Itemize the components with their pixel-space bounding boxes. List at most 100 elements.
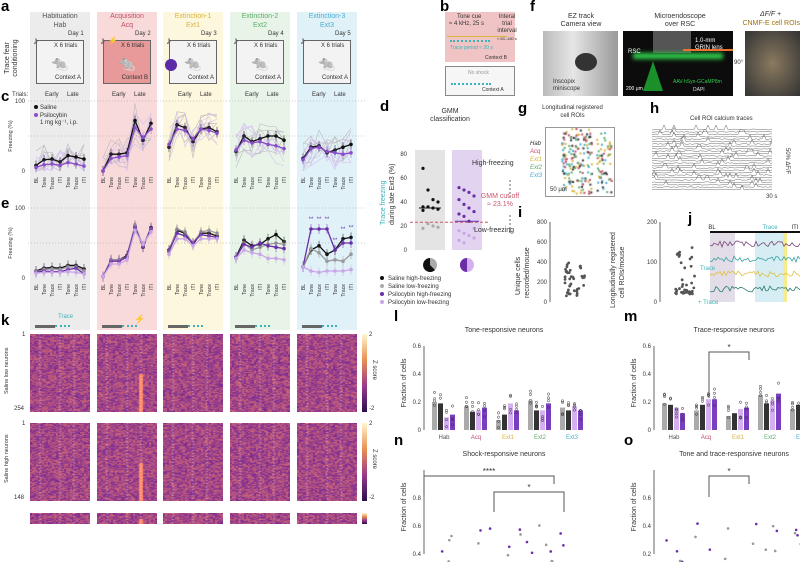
data-point	[266, 244, 270, 248]
comparison-bracket	[493, 491, 565, 512]
data-point	[563, 275, 567, 279]
bar-point	[573, 402, 576, 406]
saline-point	[436, 225, 440, 229]
tone-bar	[168, 325, 188, 328]
x-tick-label: Trace	[250, 284, 256, 297]
panel-label-h: h	[650, 100, 660, 117]
bar-point	[541, 405, 544, 408]
bar	[514, 410, 519, 430]
bar-point	[451, 418, 454, 422]
data-point	[564, 267, 567, 271]
x-tick-label: Tone	[109, 284, 115, 295]
note-icon: ♪	[166, 35, 172, 47]
context-label: Context B	[121, 75, 148, 81]
data-point	[566, 288, 570, 292]
x-tick-label: ITI	[58, 284, 64, 290]
bar	[706, 399, 711, 430]
bar-point	[471, 400, 474, 404]
late-label: Late	[134, 92, 146, 98]
data-point	[530, 551, 534, 555]
bar-point	[483, 409, 486, 413]
bar-point	[509, 393, 512, 397]
data-point	[341, 269, 345, 273]
h-yscale: 50% ΔF/F	[784, 148, 790, 175]
example-traces: BL Trace ITI Trace + Trace	[698, 225, 800, 306]
bar-point	[541, 417, 544, 421]
data-point	[793, 531, 797, 535]
bar-point	[733, 419, 736, 423]
ytick: 0.6	[643, 344, 652, 350]
data-point	[751, 542, 755, 546]
session-name: Extinction-2	[241, 13, 279, 20]
bar-point	[439, 405, 442, 409]
bar-point	[503, 404, 506, 408]
data-point	[450, 534, 453, 538]
data-point	[117, 155, 121, 159]
calcium-trace	[651, 129, 773, 135]
calcium-trace	[651, 184, 773, 191]
bar-point	[541, 419, 544, 423]
roi-image	[745, 31, 800, 96]
trials-label: X 6 trials	[254, 43, 278, 49]
group-label: Ext2	[764, 435, 777, 441]
session-name: Habituation	[42, 13, 78, 20]
psilo-band	[452, 150, 482, 250]
panel-label-b: b	[440, 0, 450, 15]
data-point	[680, 278, 684, 282]
bar-point	[771, 402, 774, 406]
data-point	[258, 252, 262, 256]
i-ylabel-1: Unique cells	[515, 256, 522, 295]
x-tick-label: BL	[234, 284, 240, 290]
data-point	[82, 157, 86, 161]
data-point	[559, 532, 562, 535]
bar-point	[701, 395, 704, 399]
data-point	[266, 237, 270, 241]
data-point	[549, 550, 552, 553]
bar-point	[573, 405, 576, 409]
shock-icon: ⚡	[134, 314, 146, 324]
h-xscale: 30 s	[766, 194, 778, 200]
m-bar-chart: Fraction of cells 0 0.2 0.4 0.6 Hab Acq Ext1 Ext…	[631, 343, 800, 441]
data-point	[571, 275, 575, 279]
data-point	[309, 227, 313, 231]
x-tick-label: ITI	[258, 177, 264, 183]
bar-point	[529, 389, 532, 393]
panel-label-a: a	[1, 0, 10, 15]
bar-point	[471, 410, 474, 414]
data-point	[34, 271, 38, 275]
x-tick-label: ITI	[215, 284, 221, 290]
bar-point	[663, 395, 666, 398]
context-label: Context A	[187, 75, 214, 81]
individual-trace	[302, 129, 352, 171]
bar	[470, 411, 475, 430]
bar-point	[503, 405, 506, 409]
bar	[732, 413, 737, 430]
ytick: 400	[537, 260, 548, 266]
x-tick-label: Trace	[317, 177, 323, 190]
bar-point	[567, 401, 570, 405]
early-label: Early	[245, 92, 259, 98]
data-point	[317, 251, 321, 255]
individual-trace	[302, 139, 352, 168]
bar-point	[681, 416, 684, 420]
data-point	[175, 127, 179, 131]
data-point	[333, 248, 337, 252]
data-point	[678, 250, 682, 254]
heatmap	[97, 513, 157, 524]
heatmap	[230, 513, 290, 524]
data-point	[773, 549, 777, 553]
bar-point	[497, 415, 500, 419]
z-max: 2	[369, 332, 373, 338]
bar-point	[433, 390, 436, 394]
data-point	[674, 290, 678, 294]
trace-label: Trace	[58, 314, 74, 320]
calcium-trace	[651, 165, 773, 172]
panel-label-j: j	[688, 210, 693, 227]
psilo-point	[467, 234, 471, 238]
data-point	[665, 539, 668, 542]
individual-trace	[302, 142, 352, 172]
late-label: Late	[334, 92, 346, 98]
bar-point	[759, 391, 762, 394]
data-point	[234, 148, 238, 152]
